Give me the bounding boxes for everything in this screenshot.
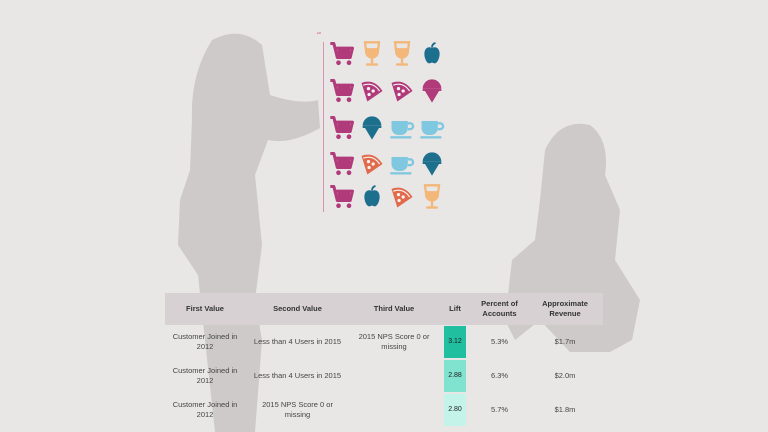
cell-percent: 6.3% — [490, 371, 509, 380]
table-row: Customer Joined in 2012 2015 NPS Score 0… — [165, 393, 603, 427]
cell-lift: 2.88 — [438, 359, 472, 393]
wine-glass-icon — [358, 40, 386, 68]
pizza-icon — [358, 77, 386, 105]
ice-cream-icon — [418, 150, 446, 178]
cell-revenue: $1.7m — [554, 337, 576, 346]
header-percent-of-accounts: Percent of Accounts — [472, 293, 527, 325]
header-first-value: First Value — [165, 293, 245, 325]
cell-lift: 2.80 — [438, 393, 472, 427]
apple-icon — [358, 183, 386, 211]
lift-value: 3.12 — [444, 326, 466, 358]
wine-glass-icon — [418, 183, 446, 211]
cell-third-value — [350, 359, 438, 393]
cell-second-value: 2015 NPS Score 0 or missing — [262, 400, 333, 419]
cell-first-value: Customer Joined in 2012 — [172, 366, 238, 385]
ice-cream-icon — [358, 114, 386, 142]
cell-lift: 3.12 — [438, 325, 472, 359]
coffee-cup-icon — [388, 150, 416, 178]
cell-revenue: $1.8m — [554, 405, 576, 414]
coffee-cup-icon — [388, 114, 416, 142]
table-row: Customer Joined in 2012 Less than 4 User… — [165, 325, 603, 359]
table-header-row: First Value Second Value Third Value Lif… — [165, 293, 603, 325]
pizza-icon — [358, 150, 386, 178]
icon-chart: Lift — [312, 28, 452, 218]
cart-icon — [328, 150, 356, 178]
axis-line — [323, 42, 324, 212]
cell-second-value: Less than 4 Users in 2015 — [253, 371, 342, 380]
wine-glass-icon — [388, 40, 416, 68]
header-second-value: Second Value — [245, 293, 350, 325]
cart-icon — [328, 183, 356, 211]
table-row: Customer Joined in 2012 Less than 4 User… — [165, 359, 603, 393]
header-lift: Lift — [438, 293, 472, 325]
cart-icon — [328, 114, 356, 142]
pizza-icon — [388, 77, 416, 105]
data-table: First Value Second Value Third Value Lif… — [165, 293, 603, 427]
lift-value: 2.88 — [444, 360, 466, 392]
ice-cream-icon — [418, 77, 446, 105]
cell-first-value: Customer Joined in 2012 — [172, 400, 238, 419]
lift-value: 2.80 — [444, 394, 466, 426]
cell-second-value: Less than 4 Users in 2015 — [253, 337, 342, 346]
cell-first-value: Customer Joined in 2012 — [172, 332, 238, 351]
cell-third-value: 2015 NPS Score 0 or missing — [358, 332, 430, 351]
cell-third-value — [350, 393, 438, 427]
header-approximate-revenue: Approximate Revenue — [527, 293, 603, 325]
header-third-value: Third Value — [350, 293, 438, 325]
cell-revenue: $2.0m — [554, 371, 576, 380]
coffee-cup-icon — [418, 114, 446, 142]
cell-percent: 5.7% — [490, 405, 509, 414]
cell-percent: 5.3% — [490, 337, 509, 346]
apple-icon — [418, 40, 446, 68]
cart-icon — [328, 40, 356, 68]
cart-icon — [328, 77, 356, 105]
axis-title: Lift — [317, 31, 322, 35]
pizza-icon — [388, 183, 416, 211]
